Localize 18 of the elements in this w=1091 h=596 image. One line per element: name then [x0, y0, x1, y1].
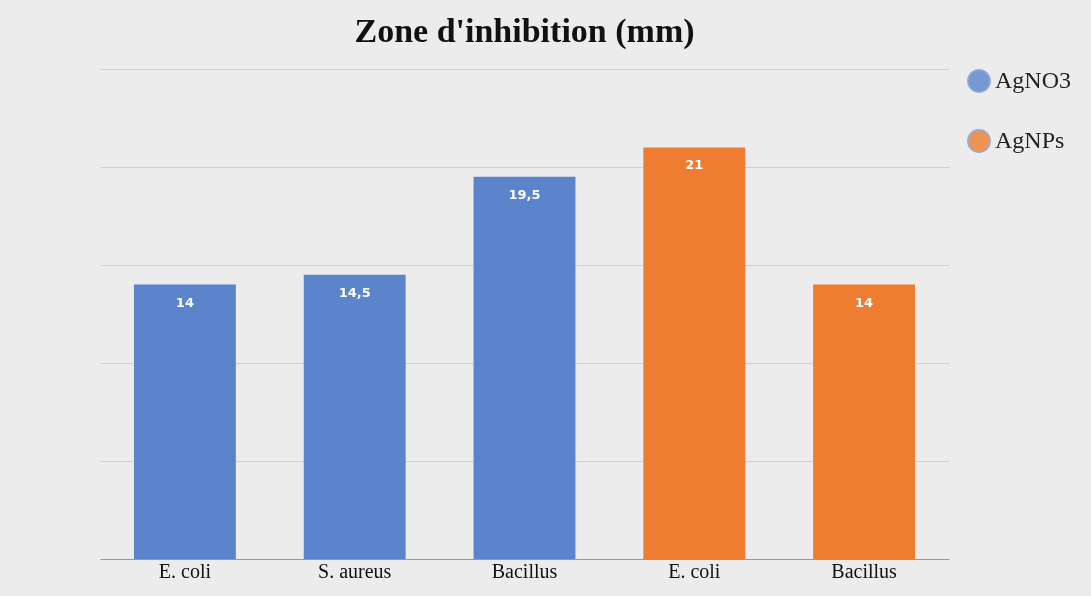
bar: [133, 284, 236, 559]
legend-label: AgNPs: [995, 127, 1065, 153]
x-tick-label: S. aureus: [318, 559, 392, 582]
x-tick-label: Bacillus: [831, 559, 898, 582]
data-label: 14: [175, 294, 194, 310]
bar: [813, 284, 916, 559]
data-label: 21: [685, 157, 704, 173]
legend-label: AgNO3: [995, 67, 1071, 93]
bar: [473, 176, 576, 559]
data-label: 19,5: [508, 186, 541, 202]
bar: [303, 274, 406, 559]
x-tick-label: E. coli: [158, 559, 212, 582]
data-label: 14,5: [338, 284, 371, 300]
x-tick-label: E. coli: [668, 559, 721, 582]
chart-title: Zone d'inhibition (mm): [354, 12, 695, 50]
data-label: 14: [855, 294, 874, 310]
bar: [643, 147, 746, 559]
x-tick-label: Bacillus: [491, 559, 558, 582]
